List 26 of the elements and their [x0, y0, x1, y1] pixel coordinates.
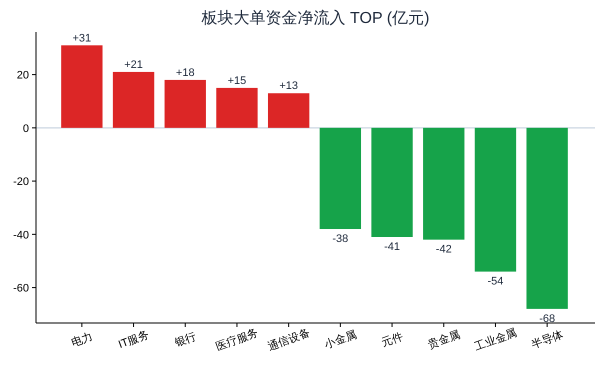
value-label: -42: [436, 244, 452, 256]
xtick: 银行: [173, 330, 198, 350]
xtick: 医疗服务: [214, 326, 260, 354]
ytick: 0: [22, 122, 29, 135]
xtick: 半导体: [530, 328, 566, 352]
value-label: -41: [384, 241, 400, 253]
xtick: 小金属: [323, 328, 358, 352]
ytick: 20: [16, 70, 29, 82]
ytick: -20: [13, 176, 29, 188]
value-label: -68: [539, 312, 556, 325]
xtick: 工业金属: [473, 326, 519, 354]
value-label: +15: [228, 74, 246, 87]
value-label: +31: [72, 32, 92, 44]
xtick: 通信设备: [266, 326, 312, 354]
value-label: -38: [332, 233, 348, 246]
title: 板块大单资金净流入 TOP (亿元): [202, 10, 430, 27]
value-label: -54: [488, 276, 504, 288]
ytick: -40: [13, 229, 29, 242]
xtick: 电力: [70, 330, 95, 350]
xtick: 元件: [380, 330, 405, 350]
value-label: +13: [279, 80, 298, 92]
value-label: +18: [176, 66, 195, 79]
xtick: 贵金属: [426, 328, 462, 352]
xtick: IT服务: [116, 328, 151, 352]
ytick: -60: [13, 282, 29, 295]
value-label: +21: [124, 58, 143, 71]
